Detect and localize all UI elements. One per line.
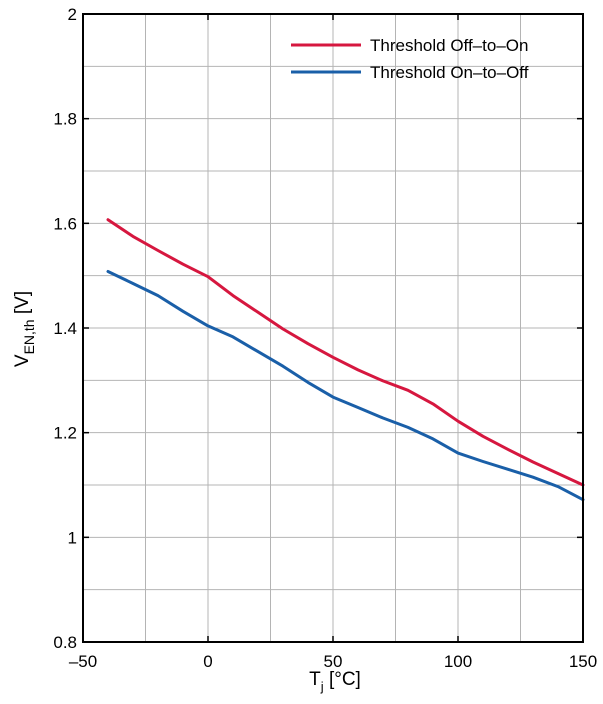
grid (83, 14, 583, 642)
y-tick-label: 1 (68, 528, 77, 547)
y-axis-label: VEN,th [V] (12, 291, 37, 367)
x-axis-label-sub: j (320, 679, 324, 694)
x-tick-label: –50 (69, 652, 97, 671)
x-axis-ticks: –50 0 50 100 150 (69, 14, 597, 671)
y-tick-label: 1.4 (53, 319, 77, 338)
legend-label-off-to-on: Threshold Off–to–On (370, 36, 528, 55)
y-axis-label-unit: [V] (12, 291, 33, 320)
legend: Threshold Off–to–On Threshold On–to–Off (291, 36, 529, 82)
y-tick-label: 1.8 (53, 110, 77, 129)
legend-label-on-to-off: Threshold On–to–Off (370, 63, 529, 82)
y-tick-label: 0.8 (53, 633, 77, 652)
y-axis-ticks: 0.8 1 1.2 1.4 1.6 1.8 2 (53, 5, 583, 652)
x-tick-label: 50 (324, 652, 343, 671)
series-line-off-to-on (106, 218, 585, 487)
x-tick-label: 100 (444, 652, 472, 671)
x-axis-label-main: T (309, 669, 321, 690)
x-axis-label: Tj [°C] (309, 669, 361, 694)
series-lines (106, 218, 585, 502)
x-axis-label-unit: [°C] (324, 669, 361, 690)
x-tick-label: 150 (569, 652, 597, 671)
x-tick-label: 0 (203, 652, 212, 671)
y-axis-label-sub: EN,th (21, 319, 37, 354)
series-line-on-to-off (106, 270, 585, 502)
y-tick-label: 1.2 (53, 424, 77, 443)
y-tick-label: 2 (68, 5, 77, 24)
y-axis-label-main: V (12, 354, 33, 367)
y-tick-label: 1.6 (53, 214, 77, 233)
